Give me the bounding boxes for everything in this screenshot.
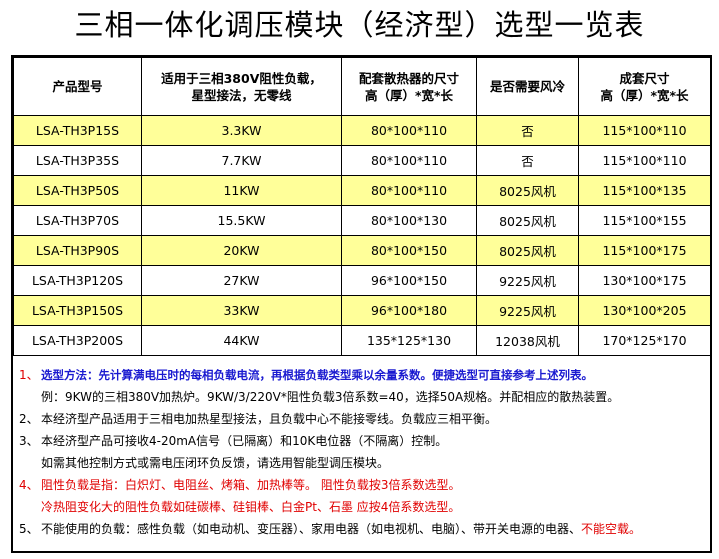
header-cell: 配套散热器的尺寸 高（厚）*宽*长 [341,57,477,116]
table-cell: 170*125*170 [578,325,710,356]
note-number: 2、 [19,412,39,426]
table-cell: 115*100*175 [578,235,710,266]
table-cell: 8025风机 [476,205,579,236]
note-text: 本经济型产品可接收4-20mA信号（已隔离）和10K电位器（不隔离）控制。 [41,434,448,448]
selection-table: 产品型号 适用于三相380V阻性负载， 星型接法，无零线 配套散热器的尺寸 高（厚）*宽… [13,57,710,356]
table-row: LSA-TH3P150S 33KW 96*100*180 9225风机 130*100*… [13,295,710,326]
header-row: 产品型号 适用于三相380V阻性负载， 星型接法，无零线 配套散热器的尺寸 高（厚）*宽… [13,57,710,116]
header-line: 星型接法，无零线 [191,87,292,103]
table-cell: 96*100*150 [341,265,477,296]
table-cell: LSA-TH3P200S [13,325,142,356]
header-cell: 产品型号 [13,57,142,116]
table-row: LSA-TH3P120S 27KW 96*100*150 9225风机 130*100*… [13,265,710,296]
selection-table-box: 产品型号 适用于三相380V阻性负载， 星型接法，无零线 配套散热器的尺寸 高（厚）*宽… [11,55,712,553]
note: 如需其他控制方式或需电压闭环负反馈，请选用智能型调压模块。 [13,452,710,474]
table-row: LSA-TH3P50S 11KW 80*100*110 8025风机 115*100*1… [13,175,710,206]
header-cell: 是否需要风冷 [476,57,579,116]
table-cell: 20KW [141,235,342,266]
table-row: LSA-TH3P15S 3.3KW 80*100*110 否 115*100*110 [13,115,710,146]
table-cell: 130*100*175 [578,265,710,296]
header-cell: 适用于三相380V阻性负载， 星型接法，无零线 [141,57,342,116]
note-text: 阻性负载是指：白炽灯、电阻丝、烤箱、加热棒等。 阻性负载按3倍系数选型。 [41,478,461,492]
note: 5、 不能使用的负载：感性负载（如电动机、变压器）、家用电器（如电视机、电脑）、带… [13,518,710,540]
table-cell: 115*100*135 [578,175,710,206]
note: 3、 本经济型产品可接收4-20mA信号（已隔离）和10K电位器（不隔离）控制。 [13,430,710,452]
table-cell: LSA-TH3P90S [13,235,142,266]
header-line: 高（厚）*宽*长 [600,87,689,103]
table-cell: 27KW [141,265,342,296]
table-cell: 7.7KW [141,145,342,176]
table-cell: 否 [476,115,579,146]
table-row: LSA-TH3P90S 20KW 80*100*150 8025风机 115*100*1… [13,235,710,266]
header-cell: 成套尺寸 高（厚）*宽*长 [578,57,710,116]
table-cell: 否 [476,145,579,176]
note-number: 5、 [19,522,39,536]
note-text: 冷热阻变化大的阻性负载如硅碳棒、硅钼棒、白金Pt、石墨 应按4倍系数选型。 [41,500,461,514]
header-line: 配套散热器的尺寸 [358,70,459,86]
table-cell: 80*100*130 [341,205,477,236]
note: 1、 选型方法：先计算满电压时的每相负载电流，再根据负载类型乘以余量系数。便捷选型… [13,364,710,386]
table-row: LSA-TH3P200S 44KW 135*125*130 12038风机 170*12… [13,325,710,356]
note-text: 选型方法：先计算满电压时的每相负载电流，再根据负载类型乘以余量系数。便捷选型可直… [41,368,593,382]
note: 4、 阻性负载是指：白炽灯、电阻丝、烤箱、加热棒等。 阻性负载按3倍系数选型。 [13,474,710,496]
note-number: 1、 [19,368,39,382]
note: 例：9KW的三相380V加热炉。9KW/3/220V*阻性负载3倍系数=40，选… [13,386,710,408]
table-cell: LSA-TH3P120S [13,265,142,296]
table-cell: 8025风机 [476,175,579,206]
header-line: 高（厚）*宽*长 [364,87,454,103]
header-line: 是否需要风冷 [489,79,565,94]
table-cell: 115*100*155 [578,205,710,236]
notes: 1、 选型方法：先计算满电压时的每相负载电流，再根据负载类型乘以余量系数。便捷选型… [13,356,710,540]
table-row: LSA-TH3P70S 15.5KW 80*100*130 8025风机 115*100… [13,205,710,236]
title: 三相一体化调压模块（经济型）选型一览表 [74,8,645,42]
table-cell: 80*100*110 [341,175,477,206]
table-cell: LSA-TH3P70S [13,205,142,236]
table-cell: 115*100*110 [578,145,710,176]
note-text: 例：9KW的三相380V加热炉。9KW/3/220V*阻性负载3倍系数=40，选… [41,390,620,404]
table-cell: LSA-TH3P15S [13,115,142,146]
note: 2、 本经济型产品适用于三相电加热星型接法，且负载中心不能接零线。负载应三相平衡。 [13,408,710,430]
note-text: 不能空载。 [581,522,642,536]
note-text: 如需其他控制方式或需电压闭环负反馈，请选用智能型调压模块。 [41,456,390,470]
table-cell: 3.3KW [141,115,342,146]
note-text: 本经济型产品适用于三相电加热星型接法，且负载中心不能接零线。负载应三相平衡。 [41,412,498,426]
note: 冷热阻变化大的阻性负载如硅碳棒、硅钼棒、白金Pt、石墨 应按4倍系数选型。 [13,496,710,518]
table-cell: 80*100*110 [341,115,477,146]
table-cell: 80*100*150 [341,235,477,266]
note-number: 4、 [19,478,39,492]
table-cell: 11KW [141,175,342,206]
table-cell: LSA-TH3P35S [13,145,142,176]
table-cell: LSA-TH3P50S [13,175,142,206]
table-cell: 80*100*110 [341,145,477,176]
note-text: 不能使用的负载：感性负载（如电动机、变压器）、家用电器（如电视机、电脑）、带开关… [41,522,582,536]
table-cell: 96*100*180 [341,295,477,326]
table-cell: 8025风机 [476,235,579,266]
table-cell: 130*100*205 [578,295,710,326]
note-number: 3、 [19,434,39,448]
table-cell: 33KW [141,295,342,326]
table-cell: 9225风机 [476,265,579,296]
header-line: 成套尺寸 [619,70,670,86]
table-cell: 15.5KW [141,205,342,236]
table-cell: 115*100*110 [578,115,710,146]
header-line: 产品型号 [52,79,103,94]
table-row: LSA-TH3P35S 7.7KW 80*100*110 否 115*100*110 [13,145,710,176]
table-cell: LSA-TH3P150S [13,295,142,326]
table-cell: 135*125*130 [341,325,477,356]
header-line: 适用于三相380V阻性负载， [161,70,322,86]
table-cell: 12038风机 [476,325,579,356]
table-cell: 44KW [141,325,342,356]
table-cell: 9225风机 [476,295,579,326]
